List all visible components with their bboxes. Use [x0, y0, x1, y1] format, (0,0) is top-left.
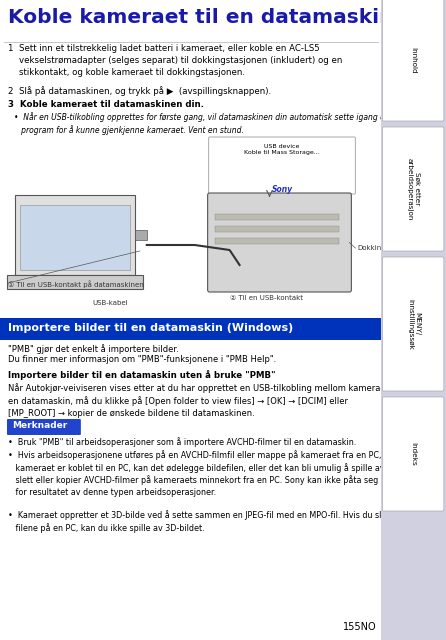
- Text: •  Når en USB-tilkobling opprettes for første gang, vil datamaskinen din automat: • Når en USB-tilkobling opprettes for fø…: [14, 112, 388, 134]
- FancyBboxPatch shape: [208, 193, 351, 292]
- Text: •  Bruk "PMB" til arbeidsoperasjoner som å importere AVCHD-filmer til en datamas: • Bruk "PMB" til arbeidsoperasjoner som …: [8, 437, 356, 447]
- Text: 1  Sett inn et tilstrekkelig ladet batteri i kameraet, eller koble en AC-LS5
   : 1 Sett inn et tilstrekkelig ladet batter…: [8, 44, 343, 77]
- Text: •  Kameraet oppretter et 3D-bilde ved å sette sammen en JPEG-fil med en MPO-fil.: • Kameraet oppretter et 3D-bilde ved å s…: [8, 510, 426, 532]
- Text: Når Autokjør-veiviseren vises etter at du har opprettet en USB-tilkobling mellom: Når Autokjør-veiviseren vises etter at d…: [8, 383, 402, 419]
- Bar: [215, 226, 339, 232]
- Text: USB device
Koble til Mass Storage...: USB device Koble til Mass Storage...: [244, 144, 320, 155]
- FancyBboxPatch shape: [382, 0, 444, 121]
- Text: 155NO: 155NO: [343, 622, 376, 632]
- Bar: [7, 275, 143, 289]
- FancyBboxPatch shape: [382, 397, 444, 511]
- Text: Søk etter
arbeidsoperasjon: Søk etter arbeidsoperasjon: [407, 158, 421, 220]
- Text: Sony: Sony: [272, 185, 293, 194]
- Bar: [0, 318, 381, 340]
- Text: Importere bilder til en datamaskin (Windows): Importere bilder til en datamaskin (Wind…: [8, 323, 293, 333]
- FancyBboxPatch shape: [7, 419, 81, 435]
- Text: ② Til en USB-kontakt: ② Til en USB-kontakt: [230, 295, 302, 301]
- Text: Koble kameraet til en datamaskin: Koble kameraet til en datamaskin: [8, 8, 393, 27]
- Text: Du finner mer informasjon om "PMB"-funksjonene i "PMB Help".: Du finner mer informasjon om "PMB"-funks…: [8, 355, 276, 364]
- Text: ① Til en USB-kontakt på datamaskinen: ① Til en USB-kontakt på datamaskinen: [8, 280, 144, 288]
- Text: Importere bilder til en datamaskin uten å bruke "PMB": Importere bilder til en datamaskin uten …: [8, 370, 276, 380]
- Text: Merknader: Merknader: [12, 422, 67, 431]
- FancyBboxPatch shape: [382, 257, 444, 391]
- Text: Innhold: Innhold: [411, 47, 417, 74]
- Bar: [20, 205, 130, 270]
- FancyBboxPatch shape: [382, 127, 444, 251]
- Text: 2  Slå på datamaskinen, og trykk på ▶  (avspillingsknappen).: 2 Slå på datamaskinen, og trykk på ▶ (av…: [8, 86, 271, 96]
- Bar: [215, 214, 339, 220]
- Text: MENY/
innstillingssøk: MENY/ innstillingssøk: [407, 299, 421, 349]
- Bar: [215, 238, 339, 244]
- Text: "PMB" gjør det enkelt å importere bilder.: "PMB" gjør det enkelt å importere bilder…: [8, 344, 179, 354]
- Text: •  Hvis arbeidsoperasjonene utføres på en AVCHD-filmfil eller mappe på kameraet : • Hvis arbeidsoperasjonene utføres på en…: [8, 450, 431, 497]
- Bar: [135, 230, 147, 240]
- Bar: [15, 195, 135, 275]
- FancyBboxPatch shape: [209, 137, 355, 194]
- Text: Dokkingstasjon: Dokkingstasjon: [357, 245, 411, 251]
- Text: Indeks: Indeks: [411, 442, 417, 466]
- Text: USB-kabel: USB-kabel: [92, 300, 128, 306]
- Text: 3  Koble kameraet til datamaskinen din.: 3 Koble kameraet til datamaskinen din.: [8, 100, 204, 109]
